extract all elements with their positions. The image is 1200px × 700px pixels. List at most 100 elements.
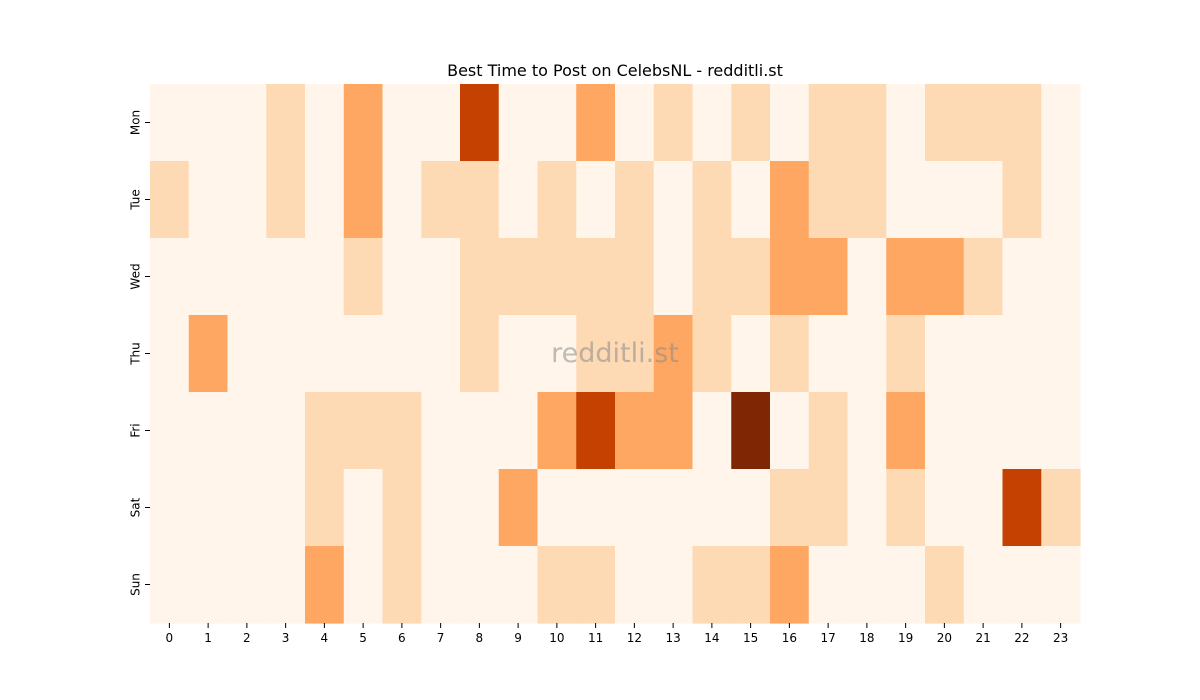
heatmap-cell (537, 546, 577, 624)
heatmap-cells (150, 84, 1081, 624)
heatmap-cell (460, 84, 500, 162)
heatmap-cell (460, 392, 500, 470)
heatmap-cell (498, 161, 539, 239)
heatmap-cell (227, 546, 267, 624)
heatmap-cell (653, 84, 694, 162)
chart-title: Best Time to Post on CelebsNL - redditli… (447, 61, 783, 80)
heatmap-cell (382, 392, 422, 470)
heatmap-cell (343, 392, 384, 470)
heatmap-cell (770, 392, 810, 470)
heatmap-cell (692, 161, 732, 239)
x-tick-label: 1 (204, 631, 212, 645)
heatmap-cell (925, 546, 965, 624)
heatmap-cell (925, 161, 965, 239)
x-tick-label: 19 (898, 631, 913, 645)
x-axis: 0 1 2 3 4 5 6 7 8 9 10 11 12 13 14 15 16 17 18 19 20 21 22 23 (166, 623, 1068, 645)
heatmap-cell (692, 84, 732, 162)
heatmap-cell (343, 161, 384, 239)
heatmap-cell (498, 469, 539, 547)
heatmap-cell (731, 238, 771, 316)
heatmap-cell (150, 469, 190, 547)
heatmap-cell (770, 161, 810, 239)
heatmap-cell (963, 161, 1004, 239)
x-tick-label: 11 (588, 631, 603, 645)
heatmap-cell (808, 546, 849, 624)
heatmap-cell (266, 546, 306, 624)
x-tick-label: 18 (859, 631, 874, 645)
heatmap-cell (305, 84, 345, 162)
heatmap-cell (925, 315, 965, 393)
heatmap-cell (925, 238, 965, 316)
heatmap-cell (808, 238, 849, 316)
heatmap-cell (188, 84, 229, 162)
y-tick-label: Tue (129, 189, 143, 211)
heatmap-cell (692, 469, 732, 547)
heatmap-cell (343, 315, 384, 393)
heatmap-cell (808, 392, 849, 470)
heatmap-cell (1041, 469, 1081, 547)
heatmap-cell (615, 161, 655, 239)
x-tick-label: 20 (937, 631, 952, 645)
heatmap-cell (150, 392, 190, 470)
heatmap-cell (537, 84, 577, 162)
heatmap-cell (770, 469, 810, 547)
heatmap-cell (615, 546, 655, 624)
x-tick-label: 15 (743, 631, 758, 645)
x-tick-label: 5 (359, 631, 367, 645)
heatmap-cell (460, 161, 500, 239)
x-tick-label: 22 (1014, 631, 1029, 645)
heatmap-cell (343, 546, 384, 624)
heatmap-cell (615, 392, 655, 470)
heatmap-cell (382, 315, 422, 393)
heatmap-cell (227, 392, 267, 470)
heatmap-cell (266, 161, 306, 239)
x-tick-label: 13 (665, 631, 680, 645)
heatmap-cell (770, 84, 810, 162)
heatmap-cell (343, 84, 384, 162)
heatmap-cell (498, 84, 539, 162)
heatmap-cell (460, 469, 500, 547)
heatmap-cell (731, 546, 771, 624)
heatmap-cell (963, 469, 1004, 547)
heatmap-cell (731, 315, 771, 393)
heatmap-cell (421, 546, 461, 624)
heatmap-cell (498, 392, 539, 470)
x-tick-label: 2 (243, 631, 251, 645)
heatmap-cell (421, 84, 461, 162)
x-tick-label: 16 (782, 631, 797, 645)
heatmap-cell (615, 315, 655, 393)
heatmap-cell (1002, 161, 1042, 239)
heatmap-cell (615, 84, 655, 162)
heatmap-cell (266, 315, 306, 393)
heatmap-cell (537, 392, 577, 470)
heatmap-cell (188, 238, 229, 316)
x-tick-label: 9 (514, 631, 522, 645)
heatmap-cell (731, 469, 771, 547)
x-tick-label: 17 (820, 631, 835, 645)
heatmap-cell (808, 84, 849, 162)
x-tick-label: 4 (321, 631, 329, 645)
x-tick-label: 21 (975, 631, 990, 645)
heatmap-cell (1041, 238, 1081, 316)
heatmap-cell (343, 238, 384, 316)
heatmap-cell (770, 546, 810, 624)
heatmap-cell (963, 84, 1004, 162)
heatmap-cell (653, 469, 694, 547)
x-tick-label: 7 (437, 631, 445, 645)
heatmap-cell (188, 546, 229, 624)
heatmap-cell (692, 392, 732, 470)
heatmap-cell (382, 238, 422, 316)
heatmap-cell (731, 84, 771, 162)
heatmap-cell (653, 315, 694, 393)
heatmap-cell (1002, 469, 1042, 547)
x-tick-label: 14 (704, 631, 719, 645)
heatmap-cell (615, 469, 655, 547)
heatmap-cell (886, 546, 926, 624)
x-tick-label: 0 (166, 631, 174, 645)
heatmap-cell (1041, 315, 1081, 393)
y-axis: Mon Tue Wed Thu Fri Sat Sun (129, 110, 150, 596)
heatmap-cell (847, 161, 887, 239)
heatmap-cell (305, 392, 345, 470)
heatmap-cell (150, 161, 190, 239)
